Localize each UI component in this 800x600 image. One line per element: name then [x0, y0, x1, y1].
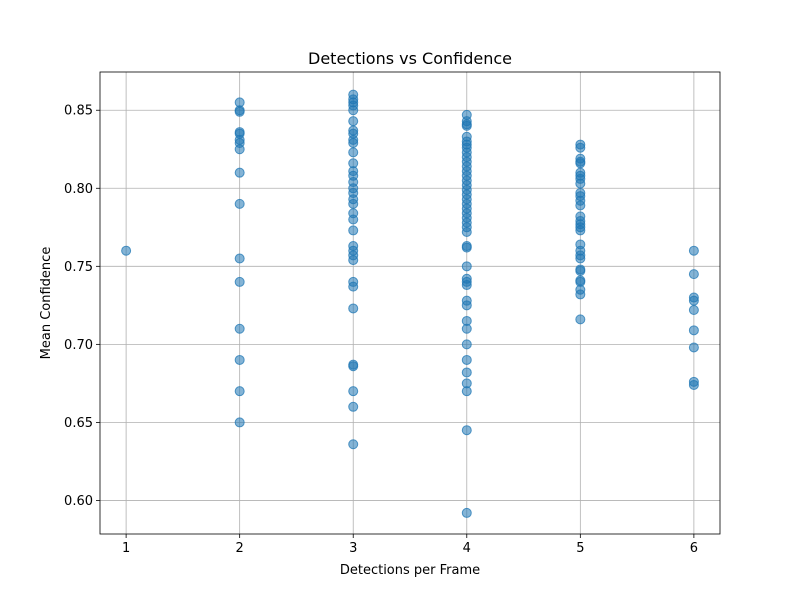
data-point	[688, 269, 699, 280]
data-point	[688, 295, 699, 306]
y-tick-label: 0.65	[64, 416, 93, 431]
data-point	[575, 253, 586, 264]
data-point	[348, 225, 359, 236]
data-point	[461, 386, 472, 397]
data-point	[348, 255, 359, 266]
data-point	[575, 142, 586, 153]
data-point	[348, 439, 359, 450]
data-point	[348, 138, 359, 149]
x-tick-label: 6	[690, 541, 698, 556]
data-point	[234, 354, 245, 365]
y-tick-label: 0.80	[64, 182, 93, 197]
data-point	[461, 261, 472, 272]
y-tick-label: 0.70	[64, 338, 93, 353]
data-point	[234, 276, 245, 287]
data-point	[348, 116, 359, 127]
data-point	[575, 266, 586, 277]
data-point	[461, 339, 472, 350]
x-tick-label: 1	[122, 541, 130, 556]
chart-title: Detections vs Confidence	[308, 49, 512, 68]
y-axis-label: Mean Confidence	[39, 247, 54, 360]
data-point	[575, 158, 586, 169]
data-point	[348, 105, 359, 116]
data-point	[234, 106, 245, 117]
data-points	[121, 89, 699, 518]
data-point	[348, 147, 359, 158]
data-point	[121, 245, 132, 256]
plot-area-frame	[99, 71, 721, 535]
data-point	[348, 198, 359, 209]
data-point	[688, 325, 699, 336]
data-point	[575, 225, 586, 236]
data-point	[348, 401, 359, 412]
data-point	[461, 280, 472, 291]
data-point	[461, 354, 472, 365]
y-tick-label: 0.60	[64, 494, 93, 509]
x-tick-label: 4	[463, 541, 471, 556]
data-point	[234, 144, 245, 155]
data-point	[461, 425, 472, 436]
data-point	[688, 342, 699, 353]
y-tick-label: 0.85	[64, 104, 93, 119]
x-axis-label: Detections per Frame	[340, 563, 480, 578]
data-point	[234, 386, 245, 397]
data-point	[688, 379, 699, 390]
data-point	[461, 120, 472, 131]
data-point	[461, 367, 472, 378]
data-point	[234, 167, 245, 178]
x-tick-label: 5	[576, 541, 584, 556]
data-point	[575, 178, 586, 189]
data-point	[575, 200, 586, 211]
data-point	[234, 198, 245, 209]
data-point	[575, 314, 586, 325]
data-point	[461, 507, 472, 518]
data-point	[461, 242, 472, 253]
data-point	[234, 323, 245, 334]
data-point	[461, 300, 472, 311]
data-point	[688, 305, 699, 316]
x-tick-label: 2	[236, 541, 244, 556]
data-point	[575, 289, 586, 300]
x-tick-label: 3	[349, 541, 357, 556]
data-point	[234, 253, 245, 264]
data-point	[688, 245, 699, 256]
data-point	[348, 361, 359, 372]
y-tick-label: 0.75	[64, 260, 93, 275]
data-point	[348, 214, 359, 225]
data-point	[348, 303, 359, 314]
data-point	[348, 281, 359, 292]
data-point	[348, 386, 359, 397]
data-point	[234, 417, 245, 428]
data-point	[461, 226, 472, 237]
axis-ticks: 1 2 3 4 5 6 0.60 0.65 0.70 0.75 0.80 0.85	[64, 104, 698, 556]
data-point	[461, 323, 472, 334]
